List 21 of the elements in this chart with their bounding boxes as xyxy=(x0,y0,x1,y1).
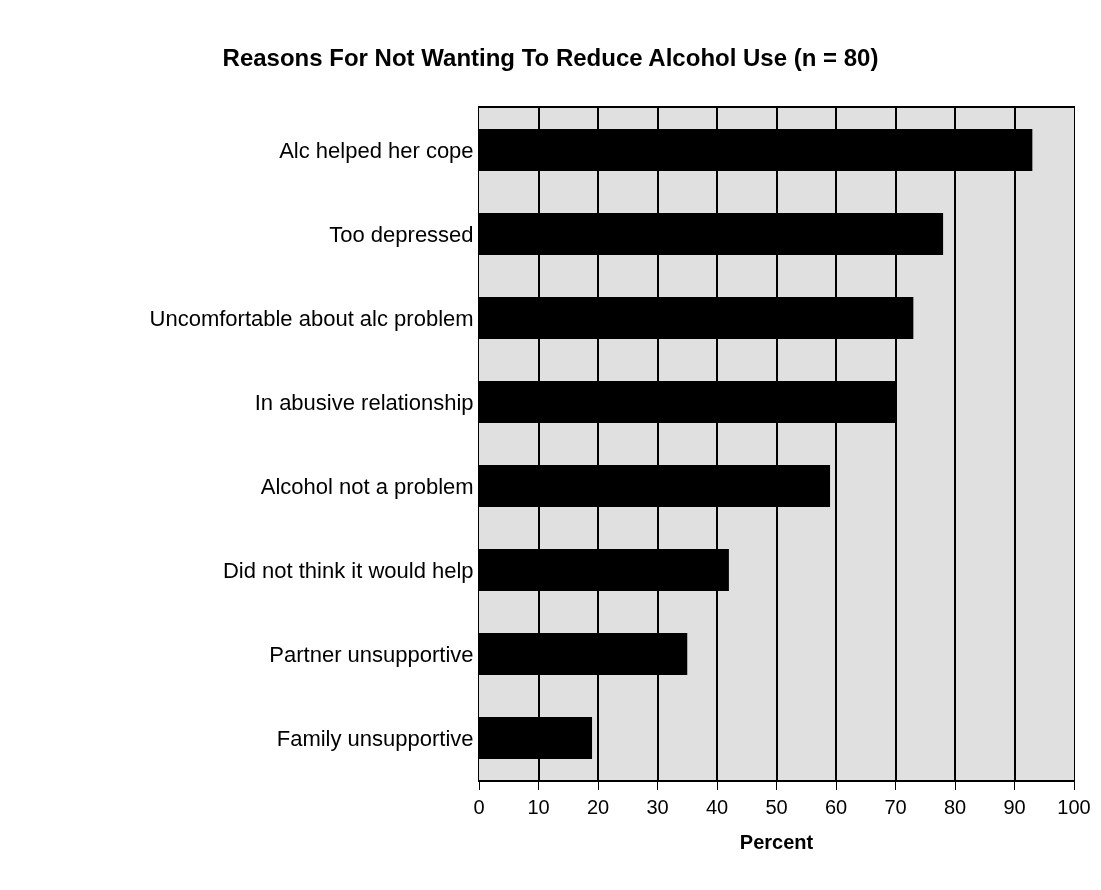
x-tick-label: 50 xyxy=(765,795,788,818)
y-tick-label: Partner unsupportive xyxy=(269,641,474,667)
y-tick-label: Uncomfortable about alc problem xyxy=(149,305,474,331)
x-tick-label: 60 xyxy=(824,795,848,818)
x-tick-label: 100 xyxy=(1057,795,1091,818)
y-tick-label: Alcohol not a problem xyxy=(260,473,474,499)
x-tick-label: 90 xyxy=(1003,795,1026,818)
x-axis-title: Percent xyxy=(739,830,814,853)
x-tick-label: 70 xyxy=(884,795,907,818)
x-tick-label: 10 xyxy=(527,795,550,818)
y-tick-label: In abusive relationship xyxy=(254,389,474,415)
x-tick-label: 20 xyxy=(586,795,610,818)
y-tick-label: Too depressed xyxy=(329,221,474,247)
y-tick-label: Did not think it would help xyxy=(222,557,474,583)
x-tick-label: 40 xyxy=(705,795,729,818)
y-tick-label: Alc helped her cope xyxy=(279,137,474,163)
y-tick-label: Family unsupportive xyxy=(276,725,474,751)
x-tick-label: 0 xyxy=(473,795,485,818)
chart-title: Reasons For Not Wanting To Reduce Alcohol Use (n = 80) xyxy=(222,43,879,71)
x-tick-label: 80 xyxy=(943,795,967,818)
x-tick-label: 30 xyxy=(646,795,669,818)
